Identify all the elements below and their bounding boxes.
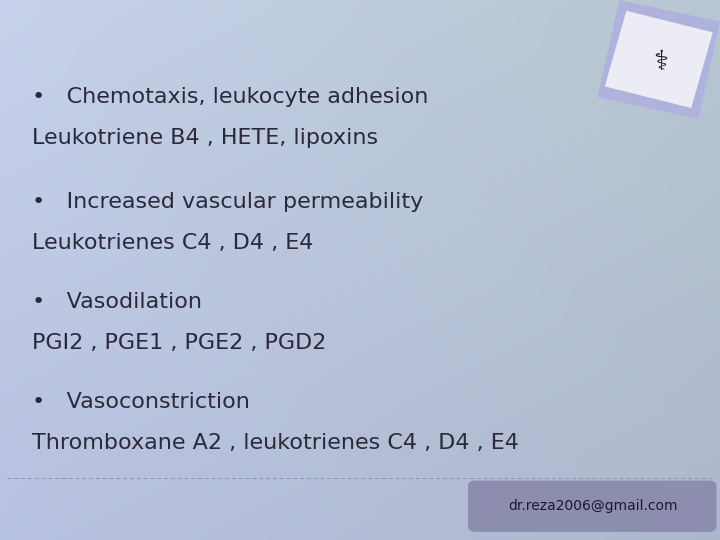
Text: ⚕: ⚕ <box>654 48 668 76</box>
Text: Leukotrienes C4 , D4 , E4: Leukotrienes C4 , D4 , E4 <box>32 233 314 253</box>
Text: Thromboxane A2 , leukotrienes C4 , D4 , E4: Thromboxane A2 , leukotrienes C4 , D4 , … <box>32 433 519 453</box>
Text: dr.reza2006@gmail.com: dr.reza2006@gmail.com <box>508 499 678 513</box>
Text: •   Vasodilation: • Vasodilation <box>32 292 202 313</box>
Polygon shape <box>598 0 720 119</box>
Text: •   Vasoconstriction: • Vasoconstriction <box>32 392 251 413</box>
Polygon shape <box>605 11 713 108</box>
FancyBboxPatch shape <box>468 481 716 532</box>
Text: •   Chemotaxis, leukocyte adhesion: • Chemotaxis, leukocyte adhesion <box>32 87 429 107</box>
Text: PGI2 , PGE1 , PGE2 , PGD2: PGI2 , PGE1 , PGE2 , PGD2 <box>32 333 327 353</box>
Text: Leukotriene B4 , HETE, lipoxins: Leukotriene B4 , HETE, lipoxins <box>32 127 379 148</box>
Text: •   Increased vascular permeability: • Increased vascular permeability <box>32 192 423 213</box>
